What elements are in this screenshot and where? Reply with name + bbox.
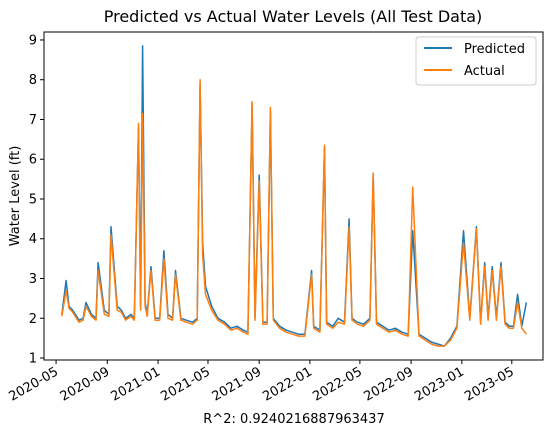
y-tick-label: 2 — [29, 312, 37, 327]
y-tick-label: 5 — [29, 192, 37, 207]
y-tick-label: 7 — [29, 113, 37, 128]
y-tick-label: 3 — [29, 272, 37, 287]
legend-label-actual: Actual — [464, 64, 505, 79]
x-axis-label: R^2: 0.9240216887963437 — [203, 412, 384, 427]
series-line-actual — [61, 78, 527, 347]
legend-label-predicted: Predicted — [464, 42, 525, 57]
y-tick-label: 6 — [29, 153, 37, 168]
chart-title: Predicted vs Actual Water Levels (All Te… — [104, 7, 483, 26]
legend: Predicted Actual — [415, 36, 537, 86]
y-axis: 1 2 3 4 5 6 7 8 9 — [29, 33, 44, 367]
plot-frame — [43, 31, 544, 361]
plot-lines — [61, 45, 528, 347]
y-axis-label: Water Level (ft) — [8, 146, 23, 247]
y-tick-label: 9 — [29, 33, 37, 48]
y-tick-label: 1 — [29, 352, 37, 367]
y-tick-label: 4 — [29, 232, 37, 247]
y-tick-label: 8 — [29, 73, 37, 88]
